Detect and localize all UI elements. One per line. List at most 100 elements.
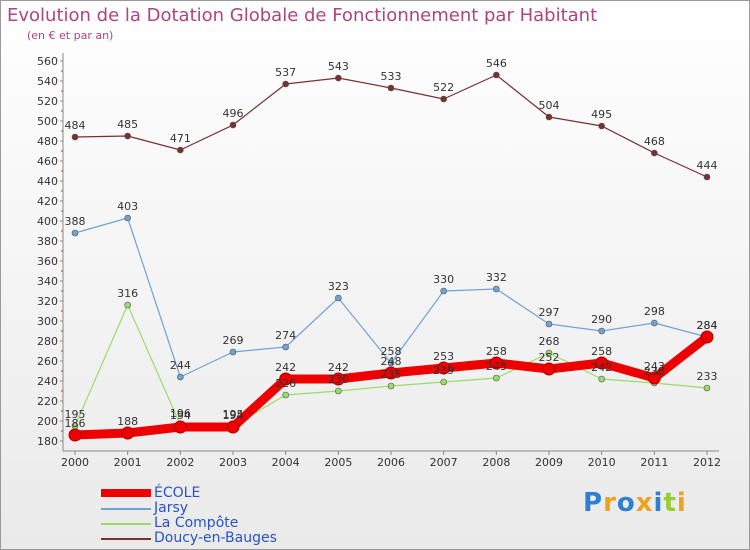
data-point [387, 359, 395, 367]
data-label: 258 [591, 345, 612, 358]
x-tick-label: 2004 [272, 456, 300, 469]
data-label: 248 [381, 355, 402, 368]
data-label: 195 [65, 408, 86, 421]
x-tick-label: 2003 [219, 456, 247, 469]
y-minor-tick [61, 350, 63, 352]
data-point [173, 420, 187, 434]
y-minor-tick [61, 390, 63, 392]
data-point [598, 327, 605, 335]
y-tick-label: 200 [37, 415, 58, 428]
data-label: 188 [117, 415, 138, 428]
chart-subtitle: (en € et par an) [27, 29, 114, 42]
data-point [387, 84, 395, 92]
data-point [335, 387, 342, 395]
data-label: 484 [65, 119, 86, 132]
data-label: 244 [170, 359, 191, 372]
y-tick-label: 560 [37, 55, 58, 68]
data-label: 496 [223, 107, 244, 120]
data-point [703, 173, 711, 181]
data-label: 533 [381, 70, 402, 83]
y-minor-tick [61, 430, 63, 432]
x-tick-label: 2011 [640, 456, 668, 469]
data-point [229, 348, 237, 356]
y-tick-label: 520 [37, 95, 58, 108]
data-point [489, 356, 503, 370]
y-tick-label: 540 [37, 75, 58, 88]
data-point [595, 356, 609, 370]
data-label: 537 [275, 66, 296, 79]
data-label: 194 [170, 409, 191, 422]
y-tick-label: 180 [37, 435, 58, 448]
x-tick-label: 2008 [482, 456, 510, 469]
data-label: 239 [433, 364, 454, 377]
data-point [703, 384, 711, 392]
legend-label: Jarsy [154, 500, 189, 516]
data-point [282, 391, 289, 399]
data-point [384, 366, 398, 380]
data-label: 290 [591, 313, 612, 326]
data-point [71, 229, 79, 237]
data-label: 388 [65, 215, 86, 228]
brand-letter: i [676, 488, 687, 518]
data-point [68, 428, 82, 442]
data-label: 186 [65, 417, 86, 430]
data-label: 316 [117, 287, 138, 300]
data-label: 235 [381, 368, 402, 381]
data-point [226, 420, 240, 434]
data-point [124, 301, 131, 309]
data-label: 444 [697, 159, 718, 172]
brand-letter: P [583, 488, 604, 518]
data-point [493, 374, 500, 382]
y-minor-tick [61, 90, 63, 92]
x-tick-label: 2006 [377, 456, 405, 469]
data-label: 233 [697, 370, 718, 383]
data-label: 504 [539, 99, 560, 112]
data-label: 226 [275, 377, 296, 390]
data-point [279, 372, 293, 386]
y-tick-label: 480 [37, 135, 58, 148]
y-tick-label: 220 [37, 395, 58, 408]
y-minor-tick [61, 270, 63, 272]
data-point [282, 343, 289, 351]
x-tick-label: 2002 [166, 456, 194, 469]
y-minor-tick [61, 190, 63, 192]
chart-title: Evolution de la Dotation Globale de Fonc… [7, 5, 598, 26]
y-tick-label: 300 [37, 315, 58, 328]
data-point [545, 113, 553, 121]
legend-swatch [101, 489, 151, 497]
data-label: 471 [170, 132, 191, 145]
y-tick-label: 260 [37, 355, 58, 368]
data-point [124, 214, 131, 222]
brand-letter: t [663, 488, 677, 518]
data-point [440, 378, 447, 386]
legend-swatch [101, 508, 151, 510]
data-label: 546 [486, 57, 507, 70]
data-point [651, 149, 658, 157]
data-point [647, 371, 661, 385]
y-minor-tick [61, 250, 63, 252]
data-label: 242 [328, 361, 349, 374]
data-label: 332 [486, 271, 507, 284]
data-point [437, 361, 451, 375]
data-point [124, 132, 131, 140]
x-tick-label: 2001 [114, 456, 142, 469]
data-label: 274 [275, 329, 296, 342]
legend-swatch [101, 523, 151, 525]
data-label: 243 [486, 360, 507, 373]
legend-label: ÉCOLE [154, 485, 201, 501]
y-tick-label: 380 [37, 235, 58, 248]
y-minor-tick [61, 290, 63, 292]
y-minor-tick [61, 410, 63, 412]
data-point [651, 319, 658, 327]
data-point [71, 133, 79, 141]
data-label: 268 [539, 335, 560, 348]
data-label: 238 [644, 365, 665, 378]
x-tick-label: 2012 [693, 456, 721, 469]
data-label: 258 [486, 345, 507, 358]
y-minor-tick [61, 310, 63, 312]
y-minor-tick [61, 110, 63, 112]
data-point [177, 146, 184, 154]
data-point [545, 349, 553, 357]
brand-letter: r [603, 488, 617, 518]
